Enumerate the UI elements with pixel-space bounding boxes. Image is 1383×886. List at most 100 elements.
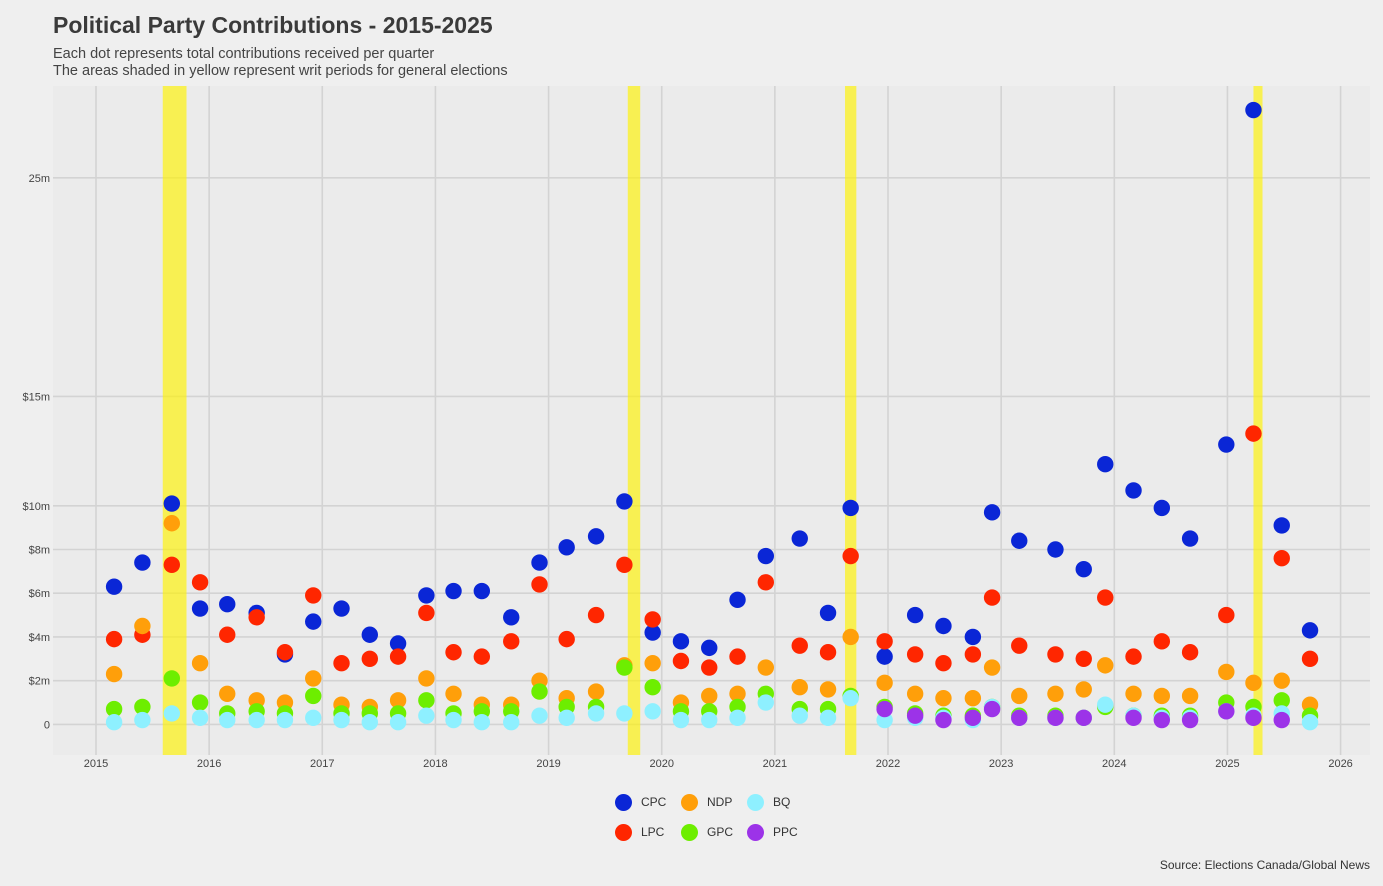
- point-bq: [503, 714, 520, 731]
- point-gpc: [531, 683, 548, 700]
- point-ndp: [842, 628, 859, 646]
- point-ppc: [1047, 709, 1064, 727]
- point-bq: [418, 707, 435, 724]
- point-ppc: [876, 700, 893, 718]
- y-tick-label: $8m: [29, 544, 50, 556]
- point-cpc: [163, 495, 181, 512]
- legend-item-lpc[interactable]: LPC: [615, 822, 681, 842]
- point-ndp: [1153, 687, 1171, 705]
- point-cpc: [1011, 532, 1028, 549]
- legend-item-ndp[interactable]: NDP: [681, 792, 747, 812]
- legend-label-ppc: PPC: [773, 825, 798, 839]
- point-ppc: [1245, 709, 1262, 727]
- point-bq: [819, 709, 837, 727]
- point-lpc: [1181, 644, 1199, 661]
- point-cpc: [842, 499, 859, 517]
- point-bq: [616, 705, 633, 722]
- point-lpc: [1075, 650, 1092, 668]
- point-cpc: [1245, 101, 1262, 119]
- point-gpc: [163, 670, 181, 687]
- point-cpc: [701, 639, 718, 657]
- point-ppc: [1181, 711, 1199, 729]
- point-bq: [105, 714, 123, 731]
- point-ndp: [644, 654, 661, 672]
- x-tick-label: 2016: [197, 758, 221, 770]
- point-cpc: [587, 528, 605, 545]
- point-lpc: [587, 606, 605, 624]
- point-lpc: [276, 644, 294, 661]
- point-lpc: [1153, 633, 1171, 650]
- point-ppc: [964, 709, 982, 727]
- point-lpc: [558, 630, 575, 648]
- point-ndp: [445, 685, 462, 702]
- point-cpc: [616, 493, 633, 510]
- point-bq: [389, 714, 407, 731]
- x-tick-label: 2022: [876, 758, 900, 770]
- point-cpc: [105, 578, 123, 595]
- point-lpc: [1097, 589, 1114, 606]
- point-lpc: [1047, 646, 1064, 663]
- y-tick-label: $6m: [29, 588, 50, 600]
- point-ndp: [757, 659, 775, 676]
- point-ppc: [1153, 711, 1171, 729]
- point-cpc: [558, 539, 575, 556]
- point-cpc: [333, 600, 350, 617]
- point-bq: [333, 711, 350, 729]
- x-tick-label: 2019: [536, 758, 560, 770]
- point-bq: [445, 711, 462, 729]
- source-note: Source: Elections Canada/Global News: [1159, 858, 1370, 872]
- point-ndp: [219, 685, 236, 702]
- point-cpc: [503, 609, 520, 626]
- point-ndp: [1125, 685, 1142, 702]
- point-lpc: [163, 556, 181, 573]
- point-ppc: [906, 707, 924, 724]
- legend-item-gpc[interactable]: GPC: [681, 822, 747, 842]
- point-lpc: [672, 652, 690, 670]
- x-tick-label: 2024: [1102, 758, 1126, 770]
- y-tick-label: 25m: [29, 173, 50, 185]
- point-ndp: [1218, 663, 1235, 681]
- writ-period-band: [845, 86, 857, 755]
- point-cpc: [1218, 436, 1235, 453]
- point-ndp: [134, 617, 151, 635]
- point-lpc: [361, 650, 379, 668]
- point-bq: [1301, 714, 1319, 731]
- y-tick-label: $2m: [29, 676, 50, 688]
- point-lpc: [1301, 650, 1319, 668]
- point-lpc: [701, 659, 718, 676]
- y-tick-label: 0: [44, 719, 50, 731]
- point-gpc: [616, 659, 633, 676]
- x-tick-label: 2025: [1215, 758, 1239, 770]
- point-cpc: [473, 582, 491, 600]
- point-ndp: [305, 670, 322, 687]
- point-lpc: [473, 648, 491, 665]
- point-gpc: [191, 694, 209, 711]
- legend-item-bq[interactable]: BQ: [747, 792, 813, 812]
- point-bq: [473, 714, 491, 731]
- legend-item-ppc[interactable]: PPC: [747, 822, 813, 842]
- point-lpc: [1011, 637, 1028, 654]
- point-ppc: [983, 700, 1001, 718]
- point-gpc: [305, 687, 322, 705]
- point-ndp: [935, 689, 952, 707]
- point-cpc: [1125, 482, 1142, 499]
- legend-label-gpc: GPC: [707, 825, 734, 839]
- point-ndp: [105, 665, 123, 683]
- point-lpc: [445, 644, 462, 661]
- point-cpc: [672, 633, 690, 650]
- legend-swatch-ndp: [681, 793, 698, 811]
- legend-label-lpc: LPC: [641, 825, 665, 839]
- point-lpc: [248, 609, 265, 626]
- point-cpc: [361, 626, 379, 643]
- x-tick-label: 2018: [423, 758, 447, 770]
- legend-item-cpc[interactable]: CPC: [615, 792, 681, 812]
- point-lpc: [191, 574, 209, 591]
- chart-subtitle: Each dot represents total contributions …: [53, 46, 508, 80]
- point-lpc: [305, 587, 322, 604]
- writ-period-band: [1253, 86, 1263, 755]
- point-lpc: [531, 576, 548, 593]
- point-ndp: [729, 685, 746, 702]
- point-gpc: [105, 700, 123, 718]
- point-cpc: [1075, 560, 1092, 578]
